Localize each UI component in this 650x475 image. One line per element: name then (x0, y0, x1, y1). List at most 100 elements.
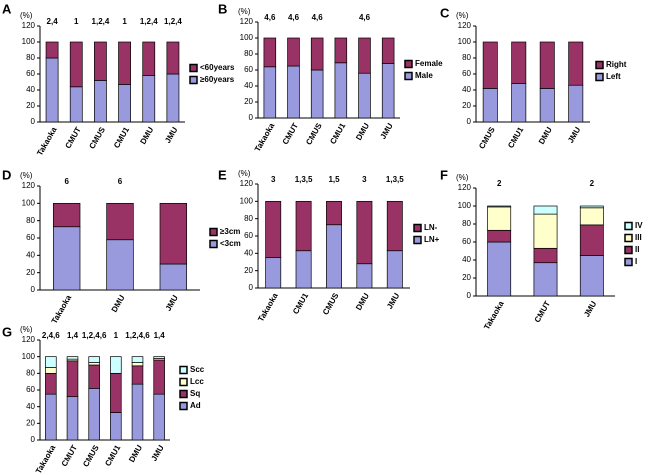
legend-swatch (209, 239, 218, 249)
bar-segment (579, 224, 604, 256)
bar-segment (295, 200, 312, 252)
annotation: 1,4 (67, 331, 79, 340)
bar-segment (358, 37, 371, 74)
bar-segment (159, 263, 188, 291)
legend-label: Scc (190, 365, 205, 374)
bar-segment (110, 412, 122, 441)
x-tick-label: DMU (138, 125, 155, 145)
y-axis-label: (%) (20, 171, 33, 180)
annotation: 6 (118, 177, 123, 186)
legend-label: Sq (190, 389, 200, 398)
panel-label: A (2, 1, 12, 16)
bar-segment (118, 84, 131, 123)
x-tick-label: JMU (566, 125, 582, 144)
bar-segment (568, 41, 584, 86)
annotation: 1,2,4 (140, 17, 158, 26)
y-axis-label: (%) (456, 11, 469, 20)
x-tick-label: Takaoka (50, 293, 74, 325)
bar-segment (45, 372, 57, 395)
panel: D (%) 0 20 40 60 80 100 120 6 Takaoka 6 DMU JMU ≥3cm <3… (2, 167, 241, 325)
x-tick-label: Takaoka (482, 299, 506, 331)
y-tick-label: 20 (26, 418, 35, 427)
legend-swatch (179, 389, 188, 399)
legend-swatch (413, 235, 422, 245)
y-tick-label: 60 (26, 69, 35, 78)
bar-segment (381, 37, 395, 64)
panel-label: E (218, 167, 227, 182)
x-tick-label: Takaoka (35, 125, 59, 157)
bar-segment (487, 241, 512, 297)
bar-segment (142, 75, 156, 123)
y-axis-label: (%) (20, 11, 33, 20)
annotation: 3 (271, 175, 276, 184)
bar-segment (45, 393, 57, 441)
y-axis-label: (%) (456, 173, 469, 182)
x-tick-label: CMU1 (291, 291, 310, 316)
y-tick-label: 80 (244, 214, 253, 223)
bar-segment (511, 41, 527, 84)
annotation: 1,2,4 (164, 17, 182, 26)
legend-swatch (624, 233, 633, 243)
y-tick-label: 80 (462, 219, 471, 228)
bar-segment (66, 356, 79, 360)
bar-segment (326, 224, 342, 289)
bar-segment (153, 356, 165, 359)
annotation: 2,4,6 (42, 331, 60, 340)
annotation: 6 (64, 177, 69, 186)
y-tick-label: 80 (244, 49, 253, 58)
bar-segment (69, 41, 83, 88)
bar-segment (487, 205, 512, 208)
x-tick-label: CMUS (477, 125, 497, 150)
legend-swatch (413, 223, 422, 233)
x-tick-label: JMU (164, 293, 180, 312)
x-tick-label: JMU (378, 121, 394, 140)
legend-swatch (624, 245, 633, 255)
x-tick-label: DMU (354, 121, 371, 141)
y-tick-label: 0 (31, 285, 36, 294)
legend-swatch (624, 257, 633, 267)
bar-segment (166, 41, 180, 75)
bar-segment (106, 202, 134, 241)
x-tick-label: DMU (354, 291, 371, 311)
x-tick-label: DMU (127, 443, 144, 463)
bar-segment (326, 200, 342, 226)
legend-label: ≥60years (200, 75, 235, 84)
annotation: 4,6 (288, 13, 300, 22)
bar-segment (482, 88, 498, 123)
x-tick-label: DMU (537, 125, 554, 145)
y-tick-label: 20 (462, 101, 471, 110)
y-tick-label: 60 (462, 69, 471, 78)
x-tick-label: JMU (582, 299, 598, 318)
y-tick-label: 40 (26, 402, 35, 411)
bar-segment (533, 205, 558, 215)
x-tick-label: CMUT (533, 299, 552, 324)
x-tick-label: CMU1 (328, 121, 347, 146)
annotation: 4,6 (264, 13, 276, 22)
bar-segment (110, 372, 122, 413)
bar-segment (159, 202, 188, 265)
bar-segment (88, 356, 100, 363)
y-tick-label: 120 (22, 181, 36, 190)
x-tick-label: JMU (385, 291, 401, 310)
bar-segment (66, 360, 79, 398)
y-tick-label: 120 (458, 183, 472, 192)
y-tick-label: 60 (244, 231, 253, 240)
bar-segment (295, 250, 312, 289)
bar-segment (263, 37, 277, 68)
legend-label: Lcc (190, 377, 204, 386)
bar-segment (511, 83, 527, 123)
bar-segment (94, 80, 107, 123)
legend-label: Ad (190, 401, 201, 410)
bar-segment (533, 247, 558, 264)
bar-segment (106, 239, 134, 291)
annotation: 1,3,5 (295, 175, 313, 184)
bar-segment (287, 65, 300, 119)
legend-swatch (189, 75, 198, 85)
x-tick-label: CMUS (304, 121, 324, 146)
y-tick-label: 80 (462, 53, 471, 62)
bar-segment (265, 200, 282, 259)
legend-swatch (189, 63, 198, 73)
y-axis-label: (%) (20, 325, 33, 334)
y-tick-label: 80 (26, 216, 35, 225)
legend-label: <3cm (220, 239, 241, 248)
